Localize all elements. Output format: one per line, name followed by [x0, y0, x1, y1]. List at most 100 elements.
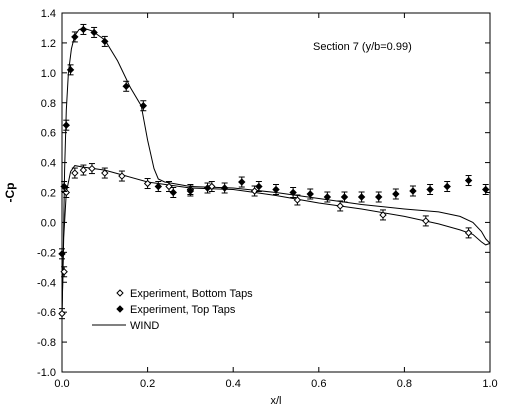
top-tap-point: [101, 35, 109, 47]
top-tap-point: [357, 191, 366, 203]
y-tick-label: -0.4: [37, 277, 56, 289]
top-tap-point: [289, 187, 297, 198]
open-diamond-marker: [143, 179, 152, 188]
y-tick-label: -0.2: [37, 247, 56, 259]
filled-diamond-marker: [392, 190, 400, 198]
top-tap-point: [220, 182, 229, 194]
filled-diamond-marker: [272, 185, 280, 194]
top-tap-point: [272, 184, 280, 196]
top-tap-point: [186, 185, 195, 197]
open-diamond-marker: [250, 187, 259, 195]
filled-diamond-marker: [66, 66, 75, 74]
top-tap-point: [464, 175, 473, 187]
filled-diamond-marker: [186, 187, 195, 195]
top-tap-point: [255, 181, 263, 193]
filled-diamond-marker: [255, 182, 263, 191]
filled-diamond-marker: [154, 182, 163, 191]
top-tap-point: [392, 188, 400, 200]
top-tap-point: [154, 181, 163, 193]
filled-diamond-icon: [116, 305, 124, 313]
y-tick-label: 0.4: [41, 158, 56, 170]
filled-diamond-marker: [169, 188, 177, 197]
open-diamond-marker: [71, 169, 79, 177]
top-tap-point: [66, 64, 75, 76]
filled-diamond-marker: [101, 37, 109, 46]
filled-diamond-marker: [71, 33, 79, 41]
bottom-tap-point: [88, 163, 96, 175]
filled-diamond-marker: [139, 102, 148, 110]
legend-label: Experiment, Bottom Taps: [130, 288, 253, 300]
filled-diamond-marker: [90, 28, 98, 37]
filled-diamond-marker: [409, 187, 417, 195]
top-tap-point: [323, 191, 332, 203]
bottom-tap-point: [336, 200, 344, 212]
filled-diamond-marker: [306, 190, 314, 198]
bottom-tap-point: [79, 164, 88, 176]
open-diamond-icon: [116, 289, 124, 297]
wind-line-upper: [61, 27, 491, 316]
bottom-tap-point: [208, 181, 216, 193]
legend-item-top-taps: Experiment, Top Taps: [116, 304, 236, 316]
legend-item-wind: WIND: [92, 320, 159, 332]
filled-diamond-marker: [426, 185, 434, 194]
top-tap-point: [79, 23, 88, 35]
bottom-tap-point: [143, 178, 152, 190]
top-tap-point: [426, 184, 434, 196]
open-diamond-marker: [79, 166, 88, 174]
x-tick-label: 0.0: [54, 378, 69, 390]
open-diamond-marker: [165, 182, 173, 191]
legend-item-bottom-taps: Experiment, Bottom Taps: [116, 288, 253, 300]
open-diamond-marker: [293, 196, 302, 204]
top-tap-point: [409, 185, 417, 197]
filled-diamond-marker: [238, 178, 246, 186]
open-diamond-marker: [101, 169, 109, 177]
filled-diamond-marker: [220, 184, 229, 192]
top-tap-point: [71, 31, 79, 43]
axes: 1.4 1.2 1.0 0.8 0.6 0.4 0.2 0.0 -0.2 -0.4 -0.6 -0.8…: [37, 8, 498, 390]
x-tick-label: 0.2: [140, 378, 155, 390]
y-tick-label: 1.2: [41, 38, 56, 50]
y-tick-label: 1.0: [41, 68, 56, 80]
x-tick-label: 0.6: [311, 378, 326, 390]
open-diamond-marker: [379, 211, 387, 219]
bottom-tap-point: [293, 194, 302, 206]
open-diamond-marker: [336, 202, 344, 210]
top-tap-point: [169, 187, 177, 198]
open-diamond-marker: [88, 164, 96, 173]
y-axis-label: -Cp: [3, 183, 17, 203]
x-tick-label: 0.8: [397, 378, 412, 390]
top-tap-point: [238, 176, 246, 188]
open-diamond-marker: [58, 309, 66, 318]
y-tick-label: 0.6: [41, 128, 56, 140]
y-tick-label: 0.2: [41, 188, 56, 200]
open-diamond-marker: [208, 182, 216, 191]
legend-label: Experiment, Top Taps: [130, 304, 236, 316]
x-tick-label: 1.0: [482, 378, 497, 390]
top-tap-point: [122, 80, 130, 92]
y-tick-label: 0.8: [41, 98, 56, 110]
x-tick-label: 0.4: [226, 378, 241, 390]
bottom-tap-point: [101, 167, 109, 179]
wind-curve: [61, 27, 491, 316]
bottom-tap-point: [60, 266, 68, 278]
top-tap-point: [60, 181, 68, 193]
y-tick-label: -0.8: [37, 337, 56, 349]
top-tap-point: [482, 184, 490, 196]
top-tap-point: [58, 248, 66, 260]
filled-diamond-marker: [375, 193, 383, 201]
top-tap-point: [139, 100, 148, 112]
bottom-tap-point: [71, 167, 79, 179]
open-diamond-marker: [60, 268, 68, 276]
filled-diamond-marker: [323, 193, 332, 201]
legend-label: WIND: [130, 320, 159, 332]
data-markers: [58, 23, 490, 320]
filled-diamond-marker: [62, 121, 70, 129]
top-tap-point: [375, 191, 383, 203]
top-tap-point: [306, 188, 314, 200]
filled-diamond-marker: [357, 193, 366, 201]
open-diamond-marker: [118, 172, 126, 180]
filled-diamond-marker: [464, 176, 473, 185]
y-tick-label: 0.0: [41, 217, 56, 229]
filled-diamond-marker: [58, 250, 66, 258]
